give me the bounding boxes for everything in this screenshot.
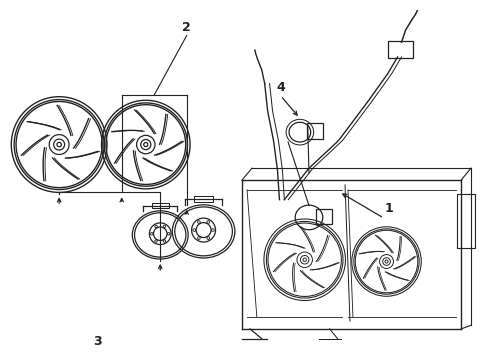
Text: 2: 2 xyxy=(182,21,191,34)
Text: 4: 4 xyxy=(276,81,285,94)
Text: 3: 3 xyxy=(93,335,102,348)
Text: 1: 1 xyxy=(384,202,392,215)
